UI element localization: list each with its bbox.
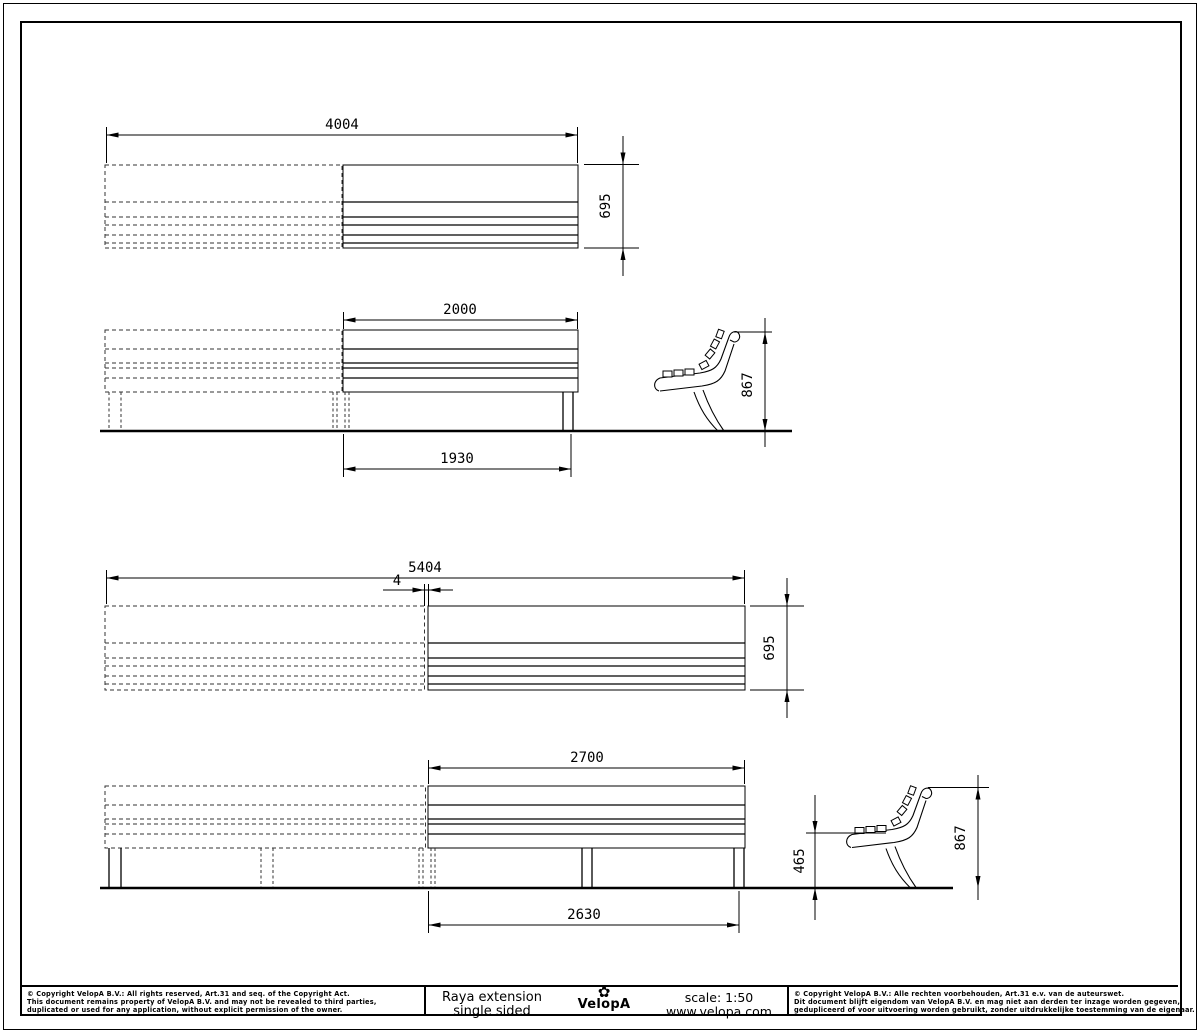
dim-label-2700: 2700 xyxy=(570,750,604,766)
dim-seat-height-465: 465 xyxy=(792,795,886,920)
copyright-nl-line1: © Copyright VelopA B.V.: Alle rechten vo… xyxy=(794,990,1125,998)
copyright-en-line3: duplicated or used for any application, … xyxy=(27,1006,343,1015)
velopa-logo-text: VelopA xyxy=(577,997,631,1012)
dim-label-465: 465 xyxy=(792,848,808,873)
dim-footspan-1930: 1930 xyxy=(343,434,572,477)
dim-extension-2700: 2700 xyxy=(428,750,745,784)
copyright-nl-line2: Dit document blijft eigendom van VelopA … xyxy=(794,998,1181,1007)
elevation-view-double xyxy=(100,785,953,890)
dim-label-2000: 2000 xyxy=(443,302,477,318)
copyright-dutch: © Copyright VelopA B.V.: Alle rechten vo… xyxy=(794,990,1195,1015)
dim-extension-2000: 2000 xyxy=(343,302,578,329)
velopa-flower-icon: ✿ xyxy=(597,983,611,1001)
dim-label-695-single: 695 xyxy=(598,193,614,218)
scale-block: scale: 1:50 www.velopa.com xyxy=(652,991,786,1019)
velopa-logo: ✿ VelopA xyxy=(574,983,634,1012)
dim-label-5404: 5404 xyxy=(408,560,442,576)
dim-total-width-5404: 5404 xyxy=(106,560,745,604)
copyright-en-line1: © Copyright VelopA B.V.: All rights rese… xyxy=(27,990,350,998)
bench-legs-dashed xyxy=(108,392,350,430)
website-link[interactable]: www.velopa.com xyxy=(666,1004,772,1019)
scale-label: scale: 1:50 xyxy=(684,990,754,1005)
dim-label-4: 4 xyxy=(393,573,401,589)
dim-label-867-double: 867 xyxy=(953,825,969,850)
bench-legs-solid xyxy=(108,848,745,887)
dim-depth-695-double: 695 xyxy=(750,578,804,718)
copyright-nl-line3: gedupliceerd of voor uitvoering worden g… xyxy=(794,1006,1195,1015)
side-view-single xyxy=(654,328,741,432)
copyright-en-line2: This document remains property of VelopA… xyxy=(27,998,377,1007)
dim-depth-695-single: 695 xyxy=(584,136,639,276)
copyright-english: © Copyright VelopA B.V.: All rights rese… xyxy=(27,990,377,1015)
drawing-title: Raya extension single sided xyxy=(424,991,560,1019)
bench-legs-dashed xyxy=(260,848,436,887)
plan-view-double xyxy=(104,605,746,691)
footer-divider xyxy=(20,985,1178,987)
dim-label-4004: 4004 xyxy=(325,117,359,133)
dim-height-867-single: 867 xyxy=(734,318,772,447)
plan-view-single xyxy=(104,164,579,249)
footer-separator-right xyxy=(787,986,789,1014)
dim-label-1930: 1930 xyxy=(440,451,474,467)
bench-legs-solid xyxy=(562,392,574,430)
title-line2: single sided xyxy=(453,1004,531,1019)
dim-height-867-double: 867 xyxy=(928,775,989,900)
footer-separator-left xyxy=(424,986,426,1014)
inner-border xyxy=(20,21,1182,1016)
dim-total-width-4004: 4004 xyxy=(106,117,578,163)
side-view-double xyxy=(846,785,933,889)
elevation-view-single xyxy=(100,329,792,433)
title-line1: Raya extension xyxy=(442,990,542,1005)
outer-border xyxy=(3,3,1197,1030)
dim-footspan-2630: 2630 xyxy=(428,891,740,933)
dim-label-2630: 2630 xyxy=(567,907,601,923)
dim-label-695-double: 695 xyxy=(762,635,778,660)
dim-joint-gap-4: 4 xyxy=(383,573,453,606)
dim-label-867-single: 867 xyxy=(740,372,756,397)
